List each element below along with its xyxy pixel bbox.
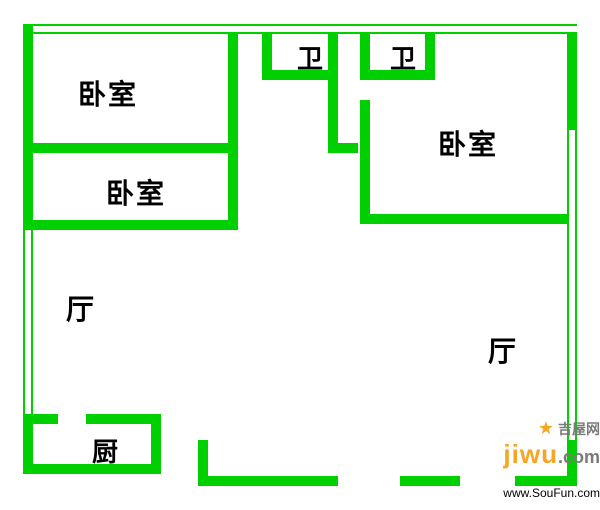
wall-left-window	[23, 229, 33, 414]
wall-corridor-left	[328, 94, 338, 150]
room-label-bedroom_tl: 卧室	[78, 73, 138, 113]
room-label-bedroom_r: 卧室	[438, 123, 498, 163]
wall-bottom-seg-1	[198, 476, 338, 486]
room-label-hall_r: 厅	[488, 330, 518, 370]
room-label-hall_l: 厅	[66, 288, 96, 328]
wall-top-window	[23, 24, 577, 34]
wall-bath-l-right	[328, 34, 338, 94]
watermark-jiwu-suffix: .com	[558, 447, 600, 467]
wall-left-upper	[23, 24, 33, 229]
watermark-jiwu-main: jiwu	[503, 439, 558, 469]
wall-kitchen-top-r	[86, 414, 161, 424]
room-label-bath_r: 卫	[390, 39, 418, 76]
watermark-soufun: www.SouFun.com	[476, 486, 600, 500]
wall-bedroom-r-left	[360, 100, 370, 220]
wall-bedroom-ml-bottom	[23, 220, 238, 230]
room-label-kitchen: 厨	[92, 432, 120, 469]
wall-right-upper	[567, 34, 577, 130]
star-icon: ★	[538, 418, 554, 439]
wall-bedroom-r-bottom	[360, 214, 577, 224]
wall-bedroom-tl-right	[228, 34, 238, 164]
room-label-bedroom_ml: 卧室	[106, 172, 166, 212]
wall-bedroom-tl-bottom	[23, 143, 238, 153]
wall-bath-r-right	[425, 34, 435, 80]
wall-bedroom-ml-right	[228, 160, 238, 230]
floorplan-stage: 卧室卫卫卧室卧室厅厅厨★吉屋网jiwu.comwww.SouFun.com	[0, 0, 600, 510]
wall-kitchen-top-l	[23, 414, 58, 424]
room-label-bath_l: 卫	[297, 39, 325, 76]
wall-bottom-seg-3	[515, 476, 577, 486]
wall-corridor-stub	[328, 143, 358, 153]
watermark-jiwu: ★吉屋网jiwu.com	[462, 418, 600, 470]
watermark-jiwu-cn: 吉屋网	[558, 419, 600, 439]
wall-bottom-seg-2	[400, 476, 460, 486]
wall-right-window	[567, 130, 577, 440]
